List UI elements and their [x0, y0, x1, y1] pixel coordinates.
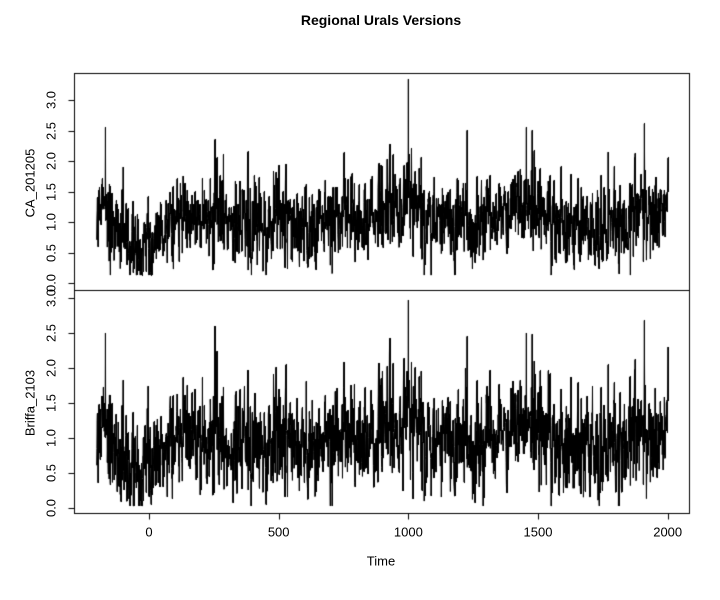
y-tick-label: 2.5: [43, 323, 59, 343]
x-tick-label: 1500: [523, 524, 553, 540]
x-tick-label: 1000: [393, 524, 423, 540]
y-tick-label: 0.5: [43, 243, 59, 262]
x-tick-label: 2000: [653, 524, 683, 540]
y-tick-label: 2.0: [43, 358, 59, 378]
y-tick-label: 2.0: [43, 151, 59, 171]
y-tick-label: 2.5: [43, 121, 59, 140]
y-tick-label: 3.0: [43, 90, 59, 110]
y-axis-title-bottom: Briffa_2103: [22, 369, 38, 437]
y-tick-label: 1.0: [43, 428, 59, 448]
x-axis-title: Time: [366, 553, 396, 569]
y-axis-title-top: CA_201205: [22, 148, 38, 218]
y-tick-label: 1.5: [43, 182, 59, 201]
y-tick-label: 3.0: [43, 288, 59, 308]
y-tick-label: 0.5: [43, 463, 59, 483]
y-tick-label: 0.0: [43, 498, 59, 518]
y-tick-label: 1.0: [43, 212, 59, 232]
chart-title: Regional Urals Versions: [300, 12, 462, 28]
x-tick-label: 0: [145, 524, 153, 540]
x-tick-label: 500: [267, 524, 290, 540]
y-tick-label: 1.5: [43, 393, 59, 413]
